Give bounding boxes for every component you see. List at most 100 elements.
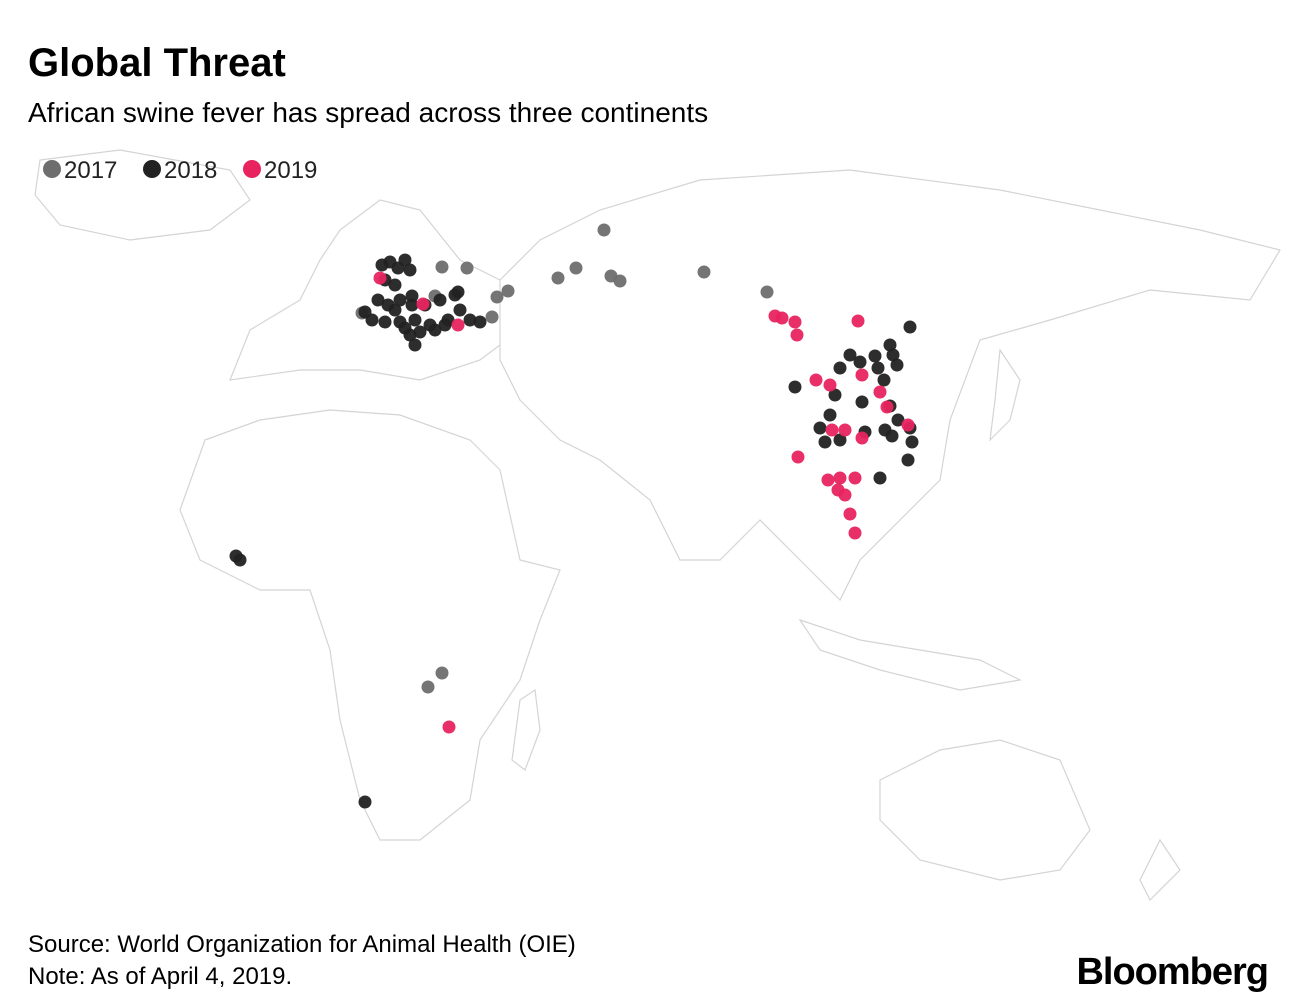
outbreak-dot: [490, 290, 504, 304]
africa: [179, 409, 561, 841]
outbreak-dot: [463, 313, 477, 327]
outbreak-dot: [775, 311, 789, 325]
outbreak-dot: [788, 380, 802, 394]
outbreak-dot: [421, 680, 435, 694]
outbreak-dot: [833, 361, 847, 375]
australia: [879, 739, 1091, 881]
outbreak-dot: [413, 325, 427, 339]
outbreak-dot: [877, 373, 891, 387]
outbreak-dot: [818, 435, 832, 449]
outbreak-dot: [378, 315, 392, 329]
outbreak-dot: [813, 421, 827, 435]
outbreak-dot: [435, 666, 449, 680]
outbreak-dot: [890, 358, 904, 372]
outbreak-dot: [697, 265, 711, 279]
outbreak-dot: [790, 328, 804, 342]
outbreak-dot: [373, 271, 387, 285]
brand: Bloomberg: [1076, 951, 1268, 993]
outbreak-dot: [843, 507, 857, 521]
legend: 2017 2018 2019: [43, 157, 317, 184]
outbreak-dot: [597, 223, 611, 237]
outbreak-dot: [833, 471, 847, 485]
outbreak-dot: [442, 720, 456, 734]
title: Global Threat: [28, 41, 286, 85]
outbreak-dot: [451, 318, 465, 332]
outbreak-dot: [453, 303, 467, 317]
source: Source: World Organization for Animal He…: [28, 931, 576, 958]
outbreak-dot: [843, 348, 857, 362]
outbreak-dot: [880, 400, 894, 414]
outbreak-dot: [435, 260, 449, 274]
outbreak-dot: [473, 315, 487, 329]
outbreak-dot: [891, 413, 905, 427]
legend-swatch: [143, 160, 161, 178]
outbreak-dot: [828, 388, 842, 402]
outbreak-dot: [551, 271, 565, 285]
outbreak-dot: [823, 378, 837, 392]
outbreak-dot: [855, 368, 869, 382]
outbreak-dot: [408, 338, 422, 352]
outbreak-dots: [229, 223, 919, 809]
asia: [499, 169, 1281, 602]
outbreak-dot: [873, 471, 887, 485]
outbreak-dot: [358, 795, 372, 809]
outbreak-dot: [871, 361, 885, 375]
outbreak-dot: [825, 423, 839, 437]
outbreak-dot: [388, 303, 402, 317]
outbreak-dot: [848, 526, 862, 540]
outbreak-dot: [569, 261, 583, 275]
outbreak-dot: [405, 289, 419, 303]
outbreak-dot: [821, 473, 835, 487]
outbreak-dot: [905, 435, 919, 449]
outbreak-dot: [398, 253, 412, 267]
outbreak-dot: [848, 471, 862, 485]
outbreak-dot: [838, 488, 852, 502]
outbreak-dot: [501, 284, 515, 298]
outbreak-dot: [405, 298, 419, 312]
outbreak-dot: [838, 423, 852, 437]
outbreak-dot: [853, 355, 867, 369]
outbreak-dot: [788, 315, 802, 329]
japan: [989, 348, 1021, 442]
outbreak-dot: [883, 338, 897, 352]
outbreak-dot: [388, 278, 402, 292]
outbreak-dot: [485, 310, 499, 324]
outbreak-dot: [393, 293, 407, 307]
outbreak-dot: [903, 320, 917, 334]
outbreak-dot: [855, 395, 869, 409]
note: Note: As of April 4, 2019.: [28, 963, 292, 990]
outbreak-dot: [416, 297, 430, 311]
outbreak-dot: [868, 349, 882, 363]
legend-label: 2018: [164, 157, 217, 184]
outbreak-dot: [833, 433, 847, 447]
outbreak-dot: [809, 373, 823, 387]
europe: [229, 199, 521, 381]
outbreak-dot: [823, 408, 837, 422]
new-zealand: [1139, 838, 1181, 902]
legend-label: 2017: [64, 157, 117, 184]
outbreak-dot: [791, 450, 805, 464]
madagascar: [511, 688, 541, 771]
outbreak-dot: [855, 431, 869, 445]
outbreak-dot: [229, 549, 243, 563]
outbreak-dot: [358, 305, 372, 319]
legend-label: 2019: [264, 157, 317, 184]
outbreak-dot: [760, 285, 774, 299]
outbreak-dot: [398, 321, 412, 335]
outbreak-dot: [901, 453, 915, 467]
outbreak-dot: [851, 314, 865, 328]
outbreak-dot: [885, 429, 899, 443]
outbreak-dot: [613, 274, 627, 288]
outbreak-dot: [886, 348, 900, 362]
subtitle: African swine fever has spread across th…: [28, 97, 708, 128]
greenland: [34, 149, 251, 241]
outbreak-dot: [408, 313, 422, 327]
legend-swatch: [243, 160, 261, 178]
outbreak-dot: [371, 293, 385, 307]
outbreak-dot: [403, 263, 417, 277]
outbreak-dot: [433, 293, 447, 307]
outbreak-dot: [460, 261, 474, 275]
outbreak-dot: [451, 285, 465, 299]
outbreak-dot: [428, 323, 442, 337]
